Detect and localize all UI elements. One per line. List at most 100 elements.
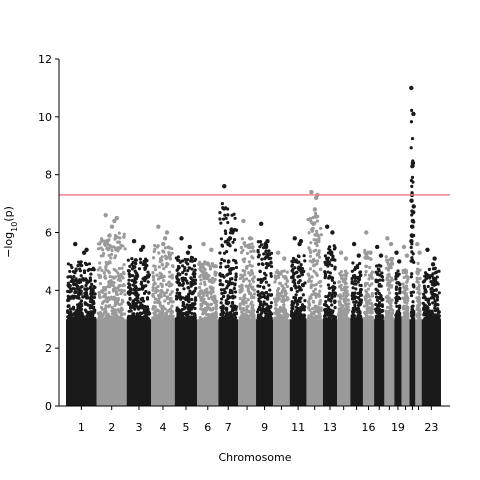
snp-point: [410, 272, 414, 276]
snp-point: [107, 290, 111, 295]
snp-point: [283, 291, 287, 296]
x-tick-label-chr-1: 1: [78, 421, 85, 434]
snp-point: [190, 297, 194, 301]
snp-point: [309, 219, 313, 223]
snp-point: [233, 283, 237, 287]
snp-point: [169, 296, 173, 301]
snp-point: [426, 300, 430, 304]
snp-point: [117, 240, 122, 244]
snp-point: [250, 255, 254, 259]
snp-point: [403, 295, 407, 300]
snp-point: [330, 263, 334, 268]
snp-point: [310, 307, 315, 311]
snp-point: [409, 120, 414, 124]
snp-point: [130, 257, 134, 261]
snp-point: [193, 306, 197, 311]
snp-point: [138, 257, 143, 261]
snp-point: [192, 316, 196, 320]
snp-point: [208, 317, 212, 321]
snp-point: [404, 292, 408, 296]
snp-point: [208, 291, 212, 295]
snp-point: [365, 303, 369, 307]
snp-point: [329, 276, 333, 280]
snp-point: [81, 277, 85, 281]
snp-point: [98, 266, 102, 270]
snp-point: [139, 301, 143, 305]
snp-point: [192, 279, 196, 283]
chromosome-21-top-point: [409, 233, 415, 238]
snp-point: [119, 310, 123, 315]
snp-point: [147, 291, 151, 295]
snp-point: [191, 282, 195, 287]
snp-point: [295, 308, 299, 312]
snp-point: [223, 290, 227, 294]
snp-point: [250, 308, 254, 312]
snp-point: [71, 294, 75, 298]
snp-point: [424, 271, 428, 275]
snp-point: [92, 295, 97, 300]
snp-point: [133, 317, 137, 321]
snp-point: [191, 290, 195, 294]
snp-point: [214, 264, 218, 268]
snp-point: [151, 278, 156, 282]
snp-point: [220, 308, 224, 313]
snp-point: [203, 267, 207, 272]
snp-point: [436, 307, 440, 311]
snp-point: [294, 299, 298, 303]
snp-point: [338, 293, 342, 297]
snp-point: [208, 265, 213, 269]
snp-point: [153, 247, 157, 251]
snp-point: [417, 311, 421, 315]
chromosome-1-points-body: [66, 319, 97, 406]
snp-point: [119, 288, 123, 292]
snp-point: [177, 278, 181, 282]
snp-point: [388, 258, 392, 262]
snp-point: [201, 317, 205, 321]
chromosome-13-top-point: [324, 224, 330, 229]
snp-point: [357, 277, 362, 282]
snp-point: [243, 314, 247, 318]
snp-point: [222, 259, 226, 263]
snp-point: [156, 284, 160, 289]
snp-point: [79, 285, 83, 289]
snp-point: [376, 304, 380, 308]
snp-point: [346, 305, 350, 309]
snp-point: [220, 244, 225, 248]
snp-point: [169, 312, 173, 317]
snp-point: [72, 274, 76, 279]
snp-point: [198, 285, 202, 290]
snp-point: [363, 250, 367, 254]
snp-point: [221, 217, 226, 221]
snp-point: [231, 240, 235, 244]
snp-point: [280, 291, 284, 295]
snp-point: [323, 308, 327, 312]
snp-point: [165, 256, 169, 260]
snp-point: [297, 267, 301, 272]
snp-point: [242, 296, 246, 300]
snp-point: [317, 280, 321, 284]
snp-point: [342, 279, 346, 284]
snp-point: [168, 307, 173, 311]
snp-point: [89, 272, 93, 276]
snp-point: [119, 306, 123, 310]
snp-point: [357, 275, 362, 279]
snp-point: [280, 284, 284, 288]
snp-point: [310, 293, 314, 297]
snp-point: [368, 298, 372, 302]
snp-point: [206, 273, 210, 277]
snp-point: [132, 314, 136, 319]
chromosome-21-top-point: [409, 198, 414, 203]
snp-point: [218, 282, 222, 287]
chromosome-5-points-body: [174, 319, 198, 406]
snp-point: [239, 307, 243, 311]
snp-point: [285, 279, 290, 283]
snp-point: [325, 304, 329, 308]
snp-point: [326, 317, 330, 321]
snp-point: [157, 251, 161, 255]
x-axis-title: Chromosome: [218, 451, 291, 464]
snp-point: [176, 265, 181, 269]
snp-point: [354, 300, 358, 304]
snp-point: [363, 273, 368, 277]
snp-point: [300, 282, 305, 287]
snp-point: [151, 256, 156, 260]
